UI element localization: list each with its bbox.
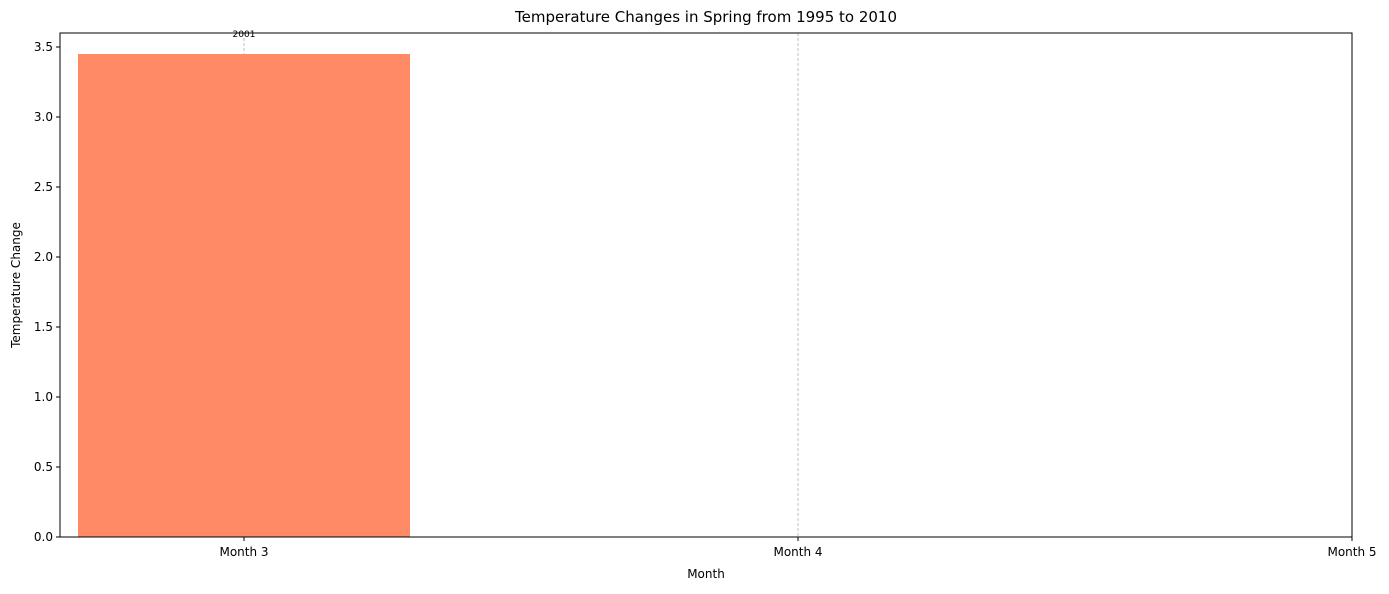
y-tick-label: 3.5 xyxy=(34,40,53,54)
chart-title: Temperature Changes in Spring from 1995 … xyxy=(514,8,897,26)
y-tick-label: 3.0 xyxy=(34,110,53,124)
x-tick-label: Month 3 xyxy=(219,545,268,559)
y-tick-label: 1.0 xyxy=(34,390,53,404)
axes-layer xyxy=(56,32,1353,541)
x-tick-label: Month 5 xyxy=(1327,545,1376,559)
bars-layer xyxy=(78,54,410,537)
y-axis-label: Temperature Change xyxy=(9,222,23,349)
x-tick-label: Month 4 xyxy=(773,545,822,559)
labels-layer: 2001 0.0 0.5 1.0 1.5 2.0 2.5 3.0 3.5 Month 3 Month… xyxy=(34,30,1377,559)
y-tick-label: 0.5 xyxy=(34,460,53,474)
x-axis-label: Month xyxy=(687,567,725,581)
bar xyxy=(78,54,410,537)
y-tick-label: 1.5 xyxy=(34,320,53,334)
y-tick-label: 0.0 xyxy=(34,530,53,544)
y-tick-label: 2.5 xyxy=(34,180,53,194)
data-label: 2001 xyxy=(233,30,256,40)
y-tick-label: 2.0 xyxy=(34,250,53,264)
plot-frame xyxy=(59,32,1353,538)
